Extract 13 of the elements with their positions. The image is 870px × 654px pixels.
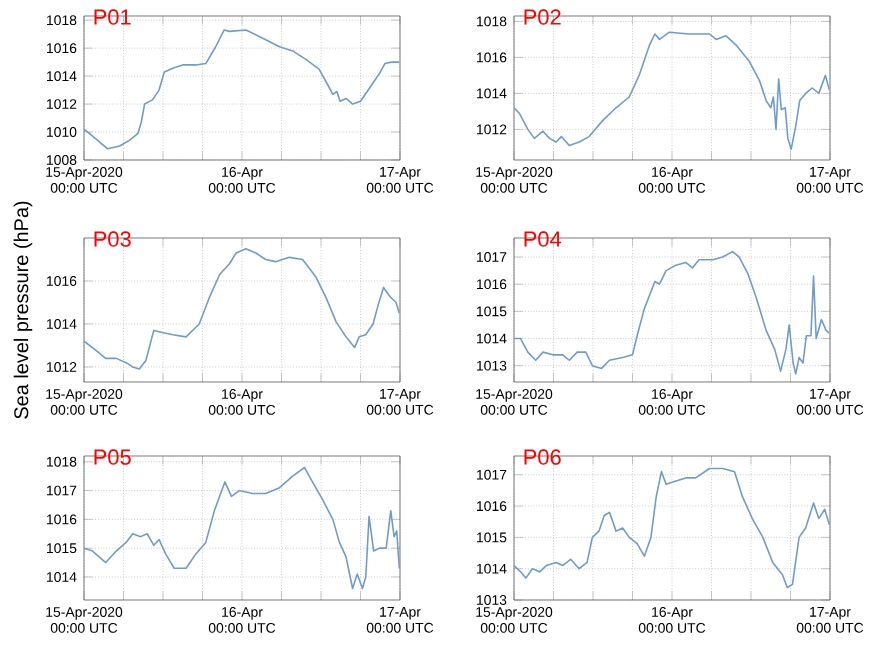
line-series xyxy=(84,466,400,590)
chart-title: P05 xyxy=(94,449,131,465)
line-series xyxy=(84,29,400,150)
chart-title: P03 xyxy=(94,231,131,247)
chart-title: P04 xyxy=(524,231,562,247)
chart-title: P02 xyxy=(524,9,561,25)
y-axis-title: Sea level pressure (hPa) xyxy=(13,201,33,419)
line-series xyxy=(514,31,831,150)
chart-title: P01 xyxy=(94,9,131,25)
line-series xyxy=(514,467,831,589)
line-series xyxy=(514,250,831,375)
line-series xyxy=(84,247,400,370)
chart-title: P06 xyxy=(524,449,561,465)
